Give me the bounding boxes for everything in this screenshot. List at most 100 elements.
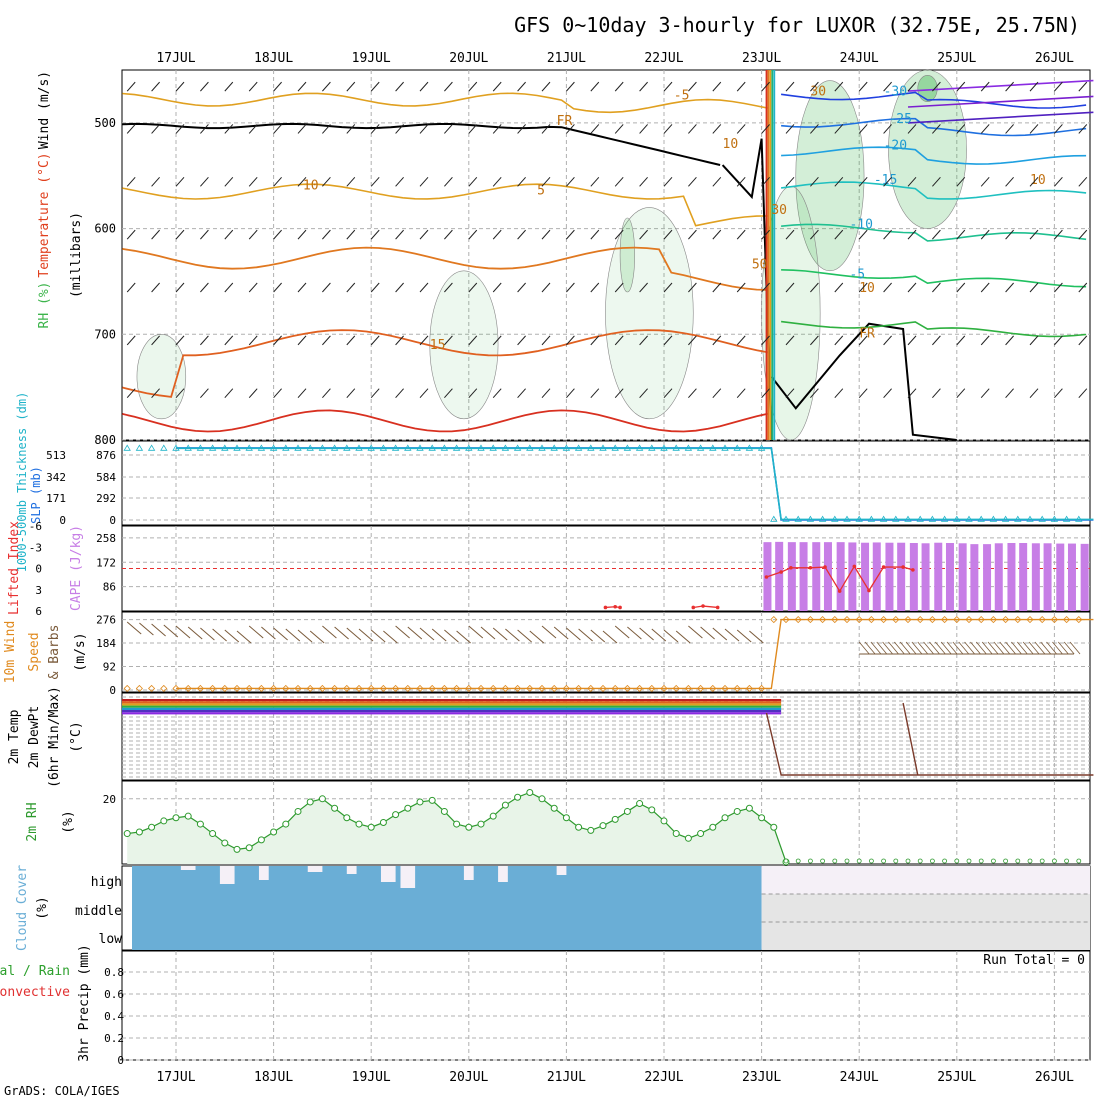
precip-total-label: Total / Rain	[0, 964, 70, 979]
rh2m-point	[440, 807, 448, 815]
contour-label: 10	[1030, 173, 1046, 188]
wind-barb	[224, 81, 234, 92]
thickness-point	[501, 444, 510, 451]
rh2m-point	[404, 804, 412, 812]
wind-barb	[200, 282, 209, 293]
wind-speed-point	[209, 684, 217, 693]
li-point	[691, 605, 696, 610]
rh2m-point	[660, 817, 668, 825]
wind-barb	[273, 627, 288, 641]
rh2m-point	[270, 828, 278, 836]
wind-barb	[370, 335, 380, 346]
wind-barb	[956, 388, 966, 399]
wind-barb	[151, 335, 160, 346]
wind-speed-point	[1026, 616, 1034, 624]
wind-speed-point	[672, 684, 680, 693]
rh2m-point	[1003, 858, 1008, 864]
wind-speed-point	[440, 684, 448, 693]
wind-barb	[395, 388, 404, 399]
cape-bar	[872, 542, 881, 611]
rh2m-point	[991, 858, 996, 864]
wind-barb	[883, 335, 892, 346]
wind-barb	[444, 335, 453, 346]
wind-barb	[541, 81, 551, 92]
cape-bar	[861, 542, 870, 611]
wind-barb	[1034, 641, 1046, 655]
rh2m-point	[282, 820, 290, 828]
wind-barb	[1005, 282, 1014, 293]
cold-contour	[781, 146, 1087, 165]
wind-speed-point	[379, 684, 387, 693]
wind-barb	[1028, 641, 1040, 655]
wind-barb	[1078, 229, 1088, 240]
wind-barb	[980, 124, 990, 134]
wind-barb	[419, 81, 429, 92]
top-date-label: 25JUL	[937, 51, 976, 66]
wind-barb	[980, 388, 990, 399]
rh2m-point	[795, 858, 801, 864]
wind-barb	[419, 124, 429, 134]
thickness-point	[818, 515, 827, 522]
wind-barb	[468, 124, 478, 134]
wind-speed-point	[514, 684, 522, 693]
wind-barb	[297, 124, 307, 134]
rh2m-point	[636, 800, 644, 808]
rh-shading	[619, 217, 636, 293]
thickness-point	[526, 444, 534, 451]
wind-barb	[126, 229, 136, 240]
cloud-gap	[219, 866, 235, 884]
thickness-point	[1075, 515, 1083, 522]
bottom-date-label: 25JUL	[937, 1070, 976, 1085]
wind-barb	[248, 282, 258, 293]
thickness-point	[245, 444, 253, 451]
wind-barb	[248, 335, 258, 346]
rh2m-point	[832, 858, 838, 864]
wind-barb	[712, 335, 722, 346]
thickness-point	[696, 444, 705, 451]
wind-barb	[810, 388, 819, 399]
li-point	[867, 588, 871, 593]
rh2m-point	[196, 820, 204, 828]
wind-barb	[200, 335, 209, 346]
thickness-point	[257, 444, 266, 451]
wind-barb	[346, 282, 356, 293]
cape-bar	[1056, 543, 1065, 611]
wind-barb	[248, 388, 258, 399]
wind-barb	[248, 229, 258, 240]
thickness-tick-label: 171	[46, 492, 66, 505]
wind-speed-point	[160, 684, 168, 693]
wind-speed-point	[233, 684, 241, 693]
wind-barb	[492, 627, 508, 641]
wind-barb	[858, 124, 868, 134]
wind-speed-point	[501, 684, 509, 693]
wind-barb	[923, 641, 934, 655]
thickness-point	[684, 444, 693, 451]
thickness-point	[1001, 515, 1010, 522]
wind-barb	[126, 335, 136, 346]
thickness-side-label: 1000-500mb Thickness (dm)	[15, 392, 29, 573]
wind-barb	[566, 627, 581, 641]
wind-barb	[370, 629, 386, 643]
thickness-point	[782, 515, 790, 522]
wind-speed-point	[282, 684, 290, 693]
wind-speed-point	[989, 616, 997, 624]
wind-barb	[1029, 81, 1039, 92]
wind-barb	[932, 282, 941, 293]
wind-speed-point	[562, 684, 570, 693]
cape-tick-label: 86	[103, 581, 116, 594]
wind-barb	[785, 282, 795, 293]
wind-barb	[907, 282, 917, 293]
wind-barb	[566, 124, 575, 134]
temp-contour-15	[122, 329, 770, 398]
thickness-point	[330, 444, 339, 451]
cold-contour	[781, 117, 1087, 137]
wind-speed-point	[355, 684, 363, 693]
wind-speed-point	[465, 684, 473, 693]
wind-speed-point	[1014, 616, 1022, 624]
thickness-point	[306, 444, 314, 451]
wind-barb	[370, 176, 380, 187]
wind-barb	[541, 124, 551, 134]
deep-cold-contour	[907, 95, 1094, 108]
rh2m-point	[453, 820, 461, 828]
li-point	[808, 565, 813, 570]
